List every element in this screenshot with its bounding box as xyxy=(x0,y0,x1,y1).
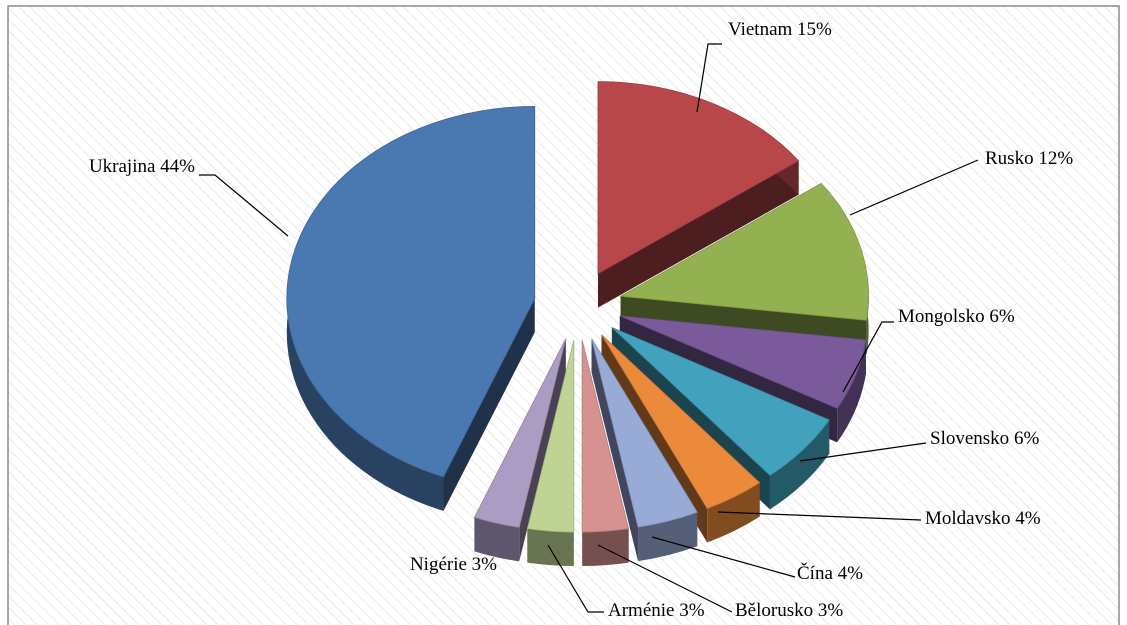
value-label: 3% xyxy=(472,554,498,575)
slice-side xyxy=(591,338,639,562)
value-label: 12% xyxy=(1038,148,1073,169)
leader-line xyxy=(547,544,604,613)
slice xyxy=(597,81,800,275)
leader-line xyxy=(651,536,796,578)
slice xyxy=(619,315,867,409)
labels: Vietnam 15%Rusko 12%Mongolsko 6%Slovensk… xyxy=(89,19,1073,621)
slice xyxy=(611,327,830,476)
slice-side xyxy=(837,339,866,443)
category-name: Rusko xyxy=(985,148,1034,169)
slice-side xyxy=(443,298,535,511)
data-label: Moldavsko 4% xyxy=(925,508,1041,529)
slice-side xyxy=(597,160,799,308)
slice-side xyxy=(769,419,830,510)
value-label: 6% xyxy=(989,306,1015,327)
category-name: Moldavsko xyxy=(925,508,1011,529)
category-name: Arménie xyxy=(608,600,674,621)
slice-side xyxy=(582,528,629,567)
data-label: Arménie 3% xyxy=(608,600,705,621)
value-label: 4% xyxy=(838,563,864,584)
slice-side xyxy=(474,517,520,562)
leader-line xyxy=(597,544,733,613)
leader-line xyxy=(849,159,979,216)
slice xyxy=(526,339,575,533)
slice xyxy=(286,106,536,478)
category-name: Vietnam xyxy=(728,19,793,40)
category-name: Nigérie xyxy=(410,554,467,575)
value-label: 44% xyxy=(160,156,195,177)
slice-side xyxy=(527,528,574,567)
value-label: 4% xyxy=(1015,508,1041,529)
pie xyxy=(286,81,869,567)
slice xyxy=(619,182,869,321)
category-name: Ukrajina xyxy=(89,156,156,177)
value-label: 3% xyxy=(679,600,705,621)
value-label: 6% xyxy=(1014,428,1040,449)
category-name: Mongolsko xyxy=(898,306,985,327)
leader-line xyxy=(199,174,289,237)
leader-line xyxy=(717,511,922,521)
leader-line xyxy=(696,43,722,113)
value-label: 3% xyxy=(818,600,844,621)
slice xyxy=(473,338,567,528)
data-label: Ukrajina 44% xyxy=(89,156,195,177)
leader-line xyxy=(842,321,894,393)
data-label: Slovensko 6% xyxy=(930,428,1039,449)
data-label: Bělorusko 3% xyxy=(735,600,843,621)
category-name: Čína xyxy=(797,562,833,584)
category-name: Bělorusko xyxy=(735,600,813,621)
slice xyxy=(601,334,761,509)
data-label: Nigérie 3% xyxy=(410,554,497,575)
data-label: Rusko 12% xyxy=(985,148,1073,169)
leader-line xyxy=(799,442,927,462)
slice xyxy=(591,338,698,528)
slice xyxy=(581,339,630,533)
value-label: 15% xyxy=(797,19,832,40)
data-label: Mongolsko 6% xyxy=(898,306,1015,327)
data-label: Vietnam 15% xyxy=(728,19,832,40)
category-name: Slovensko xyxy=(930,428,1009,449)
data-label: Čína 4% xyxy=(797,562,863,584)
slice-side xyxy=(638,512,698,562)
